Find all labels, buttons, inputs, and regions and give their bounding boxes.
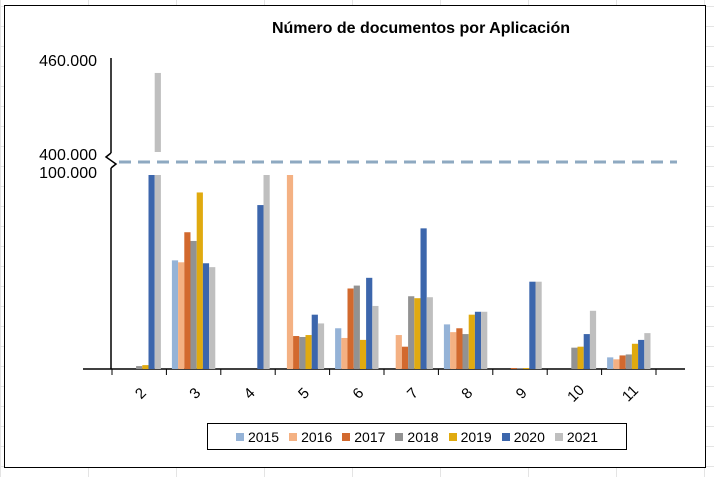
bars: [136, 72, 651, 369]
bar-2018-cat-5: [299, 336, 306, 369]
bar-2021-cat-2-lower: [154, 175, 161, 369]
x-tick-label-8: 8: [458, 385, 476, 403]
bar-2021-cat-11: [644, 333, 651, 369]
bar-2017-cat-6: [347, 288, 354, 369]
bar-2020-cat-11: [638, 339, 645, 369]
bar-2021-cat-10: [589, 310, 597, 369]
bar-2015-cat-8: [443, 324, 451, 369]
bar-2015-cat-6: [335, 328, 342, 369]
chart-frame: Número de documentos por Aplicación 2 3 4 5…: [4, 5, 706, 468]
bar-2020-cat-9: [529, 281, 536, 369]
bar-2019-cat-2: [142, 365, 149, 369]
legend-item-2021: 2021: [554, 428, 599, 445]
legend-label-2016: 2016: [301, 428, 333, 445]
bar-2020-cat-2: [148, 175, 155, 369]
bar-2021-cat-5: [317, 323, 325, 369]
bar-2021-cat-2-upper: [154, 72, 161, 152]
bar-2016-cat-8: [450, 332, 457, 369]
bar-2015-cat-3: [171, 260, 179, 369]
bar-2019-cat-6: [359, 339, 367, 369]
x-tick-label-3: 3: [186, 385, 204, 403]
bar-2020-cat-8: [474, 311, 482, 369]
bar-2021-cat-7: [426, 297, 433, 369]
bar-2019-cat-3: [196, 192, 203, 369]
bar-2020-cat-5: [311, 314, 318, 369]
bar-2019-cat-11: [631, 343, 639, 369]
bar-2021-cat-8: [481, 311, 488, 369]
bar-2020-cat-6: [366, 277, 373, 369]
chart-title: Número de documentos por Aplicación: [272, 20, 570, 37]
legend-label-2015: 2015: [247, 428, 280, 445]
bar-2018-cat-3: [190, 240, 197, 369]
bar-2017-cat-5: [293, 336, 300, 369]
y-axis-break: [104, 152, 118, 169]
x-tick-label-7: 7: [404, 385, 422, 403]
bar-2019-cat-10: [577, 346, 584, 369]
bar-2018-cat-11: [625, 354, 632, 369]
legend-item-2018: 2018: [395, 428, 439, 445]
legend-swatch-2018: [395, 432, 404, 441]
bar-2017-cat-8: [456, 328, 463, 369]
bar-2015-cat-11: [607, 357, 614, 369]
legend-item-2019: 2019: [448, 428, 492, 445]
legend-item-2020: 2020: [501, 428, 545, 445]
bar-2017-cat-3: [184, 232, 191, 369]
bar-2021-cat-3: [209, 267, 216, 369]
bar-2018-cat-2: [136, 366, 143, 369]
legend-label-2020: 2020: [513, 428, 545, 445]
legend-item-2015: 2015: [235, 428, 280, 445]
y-tick-400000: 400.000: [39, 147, 97, 164]
bar-2017-cat-7: [401, 346, 409, 369]
bar-2021-cat-9: [535, 281, 542, 369]
bar-2016-cat-6: [341, 337, 348, 369]
bar-2020-cat-4: [257, 205, 264, 369]
legend-swatch-2017: [342, 432, 351, 441]
bar-2017-cat-11: [619, 355, 626, 369]
chart-legend: 2015 2016 2017 2018 2019 2020 2021: [207, 423, 627, 450]
legend-label-2021: 2021: [566, 428, 599, 445]
bar-2019-cat-8: [468, 314, 475, 369]
bar-2018-cat-6: [353, 285, 360, 369]
bar-2016-cat-11: [613, 359, 620, 369]
legend-swatch-2019: [448, 432, 457, 441]
legend-swatch-2015: [235, 432, 244, 441]
bar-2019-cat-5: [305, 335, 312, 369]
bar-2019-cat-7: [414, 298, 421, 369]
x-tick-label-2: 2: [132, 385, 150, 403]
legend-item-2017: 2017: [342, 429, 385, 445]
x-tick-label-11: 11: [619, 382, 642, 405]
legend-swatch-2021: [554, 432, 563, 441]
x-tick-label-6: 6: [349, 385, 367, 403]
legend-label-2018: 2018: [407, 428, 439, 445]
bar-2017-cat-9: [510, 368, 517, 369]
y-tick-460000: 460.000: [39, 53, 97, 70]
legend-swatch-2020: [501, 432, 510, 441]
legend-item-2016: 2016: [289, 429, 332, 445]
legend-swatch-2016: [289, 432, 298, 441]
bar-2020-cat-7: [420, 228, 427, 369]
bar-2016-cat-5: [286, 175, 294, 369]
x-tick-labels: 2 3 4 5 6 7 8 9 10 11: [132, 382, 642, 406]
bar-2021-cat-4: [263, 175, 270, 369]
bar-2016-cat-3: [178, 262, 185, 369]
bar-2019-cat-9: [523, 368, 530, 369]
x-tick-label-5: 5: [295, 385, 313, 403]
x-tick-label-10: 10: [564, 382, 588, 406]
legend-label-2017: 2017: [354, 428, 386, 445]
bar-2018-cat-8: [462, 334, 469, 369]
bar-2018-cat-10: [571, 347, 578, 369]
chart-plot: Número de documentos por Aplicación 2 3 4 5…: [39, 20, 685, 406]
bar-2021-cat-6: [372, 305, 379, 369]
bar-2018-cat-7: [408, 296, 415, 369]
bar-2020-cat-10: [583, 334, 590, 369]
x-tick-label-4: 4: [241, 385, 259, 403]
x-tick-label-9: 9: [513, 385, 531, 403]
bar-2016-cat-7: [395, 335, 402, 369]
legend-label-2019: 2019: [460, 428, 492, 445]
y-tick-100000: 100.000: [39, 165, 97, 182]
bar-2018-cat-9: [516, 368, 524, 369]
bar-2020-cat-3: [202, 263, 210, 369]
